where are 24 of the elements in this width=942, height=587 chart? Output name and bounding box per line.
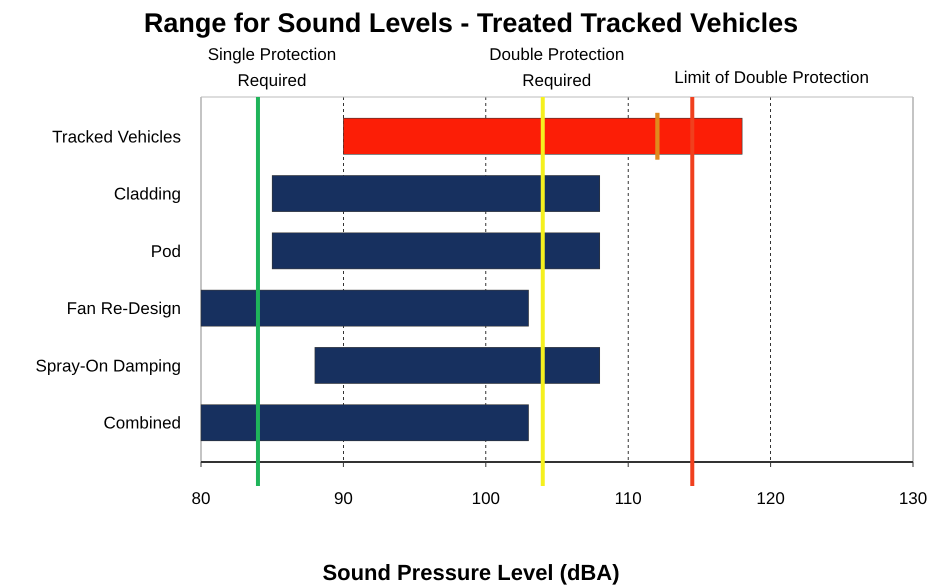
y-tick-label: Cladding (114, 184, 181, 204)
ref-line-label: Single Protection Required (208, 45, 336, 90)
bar (343, 118, 742, 155)
y-tick-label: Pod (150, 242, 181, 261)
bar (200, 290, 529, 326)
bar (272, 175, 600, 212)
x-tick-label: 120 (756, 489, 785, 508)
bar (200, 404, 529, 442)
y-tick-label: Fan Re-Design (66, 299, 181, 318)
y-tick-label: Tracked Vehicles (52, 127, 181, 146)
x-tick-label: 130 (898, 489, 928, 508)
bar (272, 232, 600, 270)
bar (655, 112, 660, 160)
x-tick-label: 90 (334, 489, 353, 508)
ref-line-label: Double Protection Required (489, 45, 624, 90)
x-tick-label: 110 (614, 489, 642, 508)
x-axis-title: Sound Pressure Level (dBA) (322, 560, 620, 585)
y-tick-label: Spray-On Damping (35, 356, 181, 376)
y-tick-label: Combined (104, 414, 181, 433)
ref-line-label: Limit of Double Protection (674, 68, 869, 87)
chart-title: Range for Sound Levels - Treated Tracked Vehicles (144, 8, 798, 38)
x-tick-label: 100 (472, 489, 500, 508)
x-tick-label: 80 (192, 489, 210, 508)
bar (314, 347, 600, 384)
